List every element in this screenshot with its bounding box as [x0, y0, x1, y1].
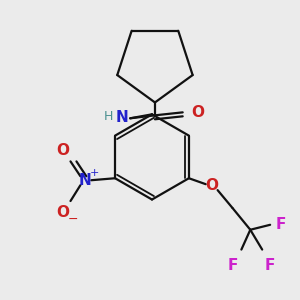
Text: O: O — [191, 105, 204, 120]
Text: N: N — [116, 110, 129, 125]
Text: H: H — [104, 110, 113, 123]
Text: O: O — [205, 178, 218, 193]
Text: O: O — [56, 206, 69, 220]
Text: F: F — [276, 217, 286, 232]
Text: N: N — [79, 173, 92, 188]
Text: F: F — [227, 258, 238, 273]
Text: F: F — [265, 258, 275, 273]
Text: −: − — [67, 213, 78, 226]
Text: +: + — [90, 168, 99, 178]
Text: O: O — [56, 143, 69, 158]
